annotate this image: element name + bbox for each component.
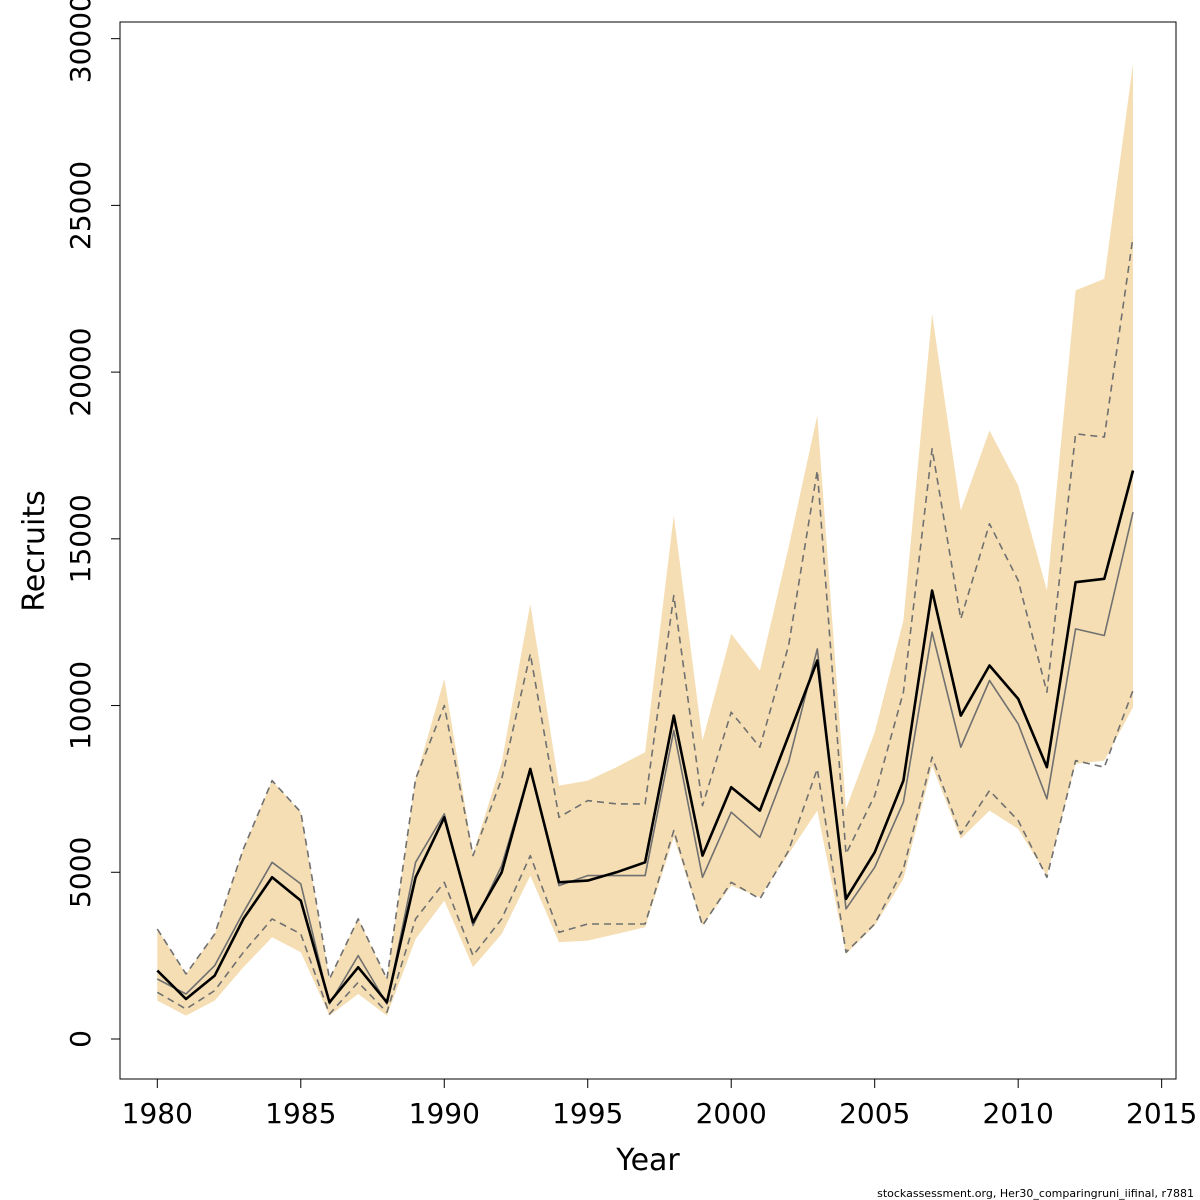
confidence-band-layer [157,63,1134,1016]
y-axis-title: Recruits [17,490,52,612]
x-tick-label: 1995 [552,1097,623,1130]
y-tick-label: 30000 [64,0,97,83]
x-tick-label: 2005 [839,1097,910,1130]
y-tick-label: 25000 [64,161,97,250]
y-tick-label: 20000 [64,328,97,417]
y-tick-label: 5000 [64,837,97,908]
series-line-1 [156,470,1135,1004]
footer-credit: stockassessment.org, Her30_comparingruni… [877,1187,1194,1200]
y-tick-label: 0 [64,1030,97,1048]
y-tick-label: 15000 [64,494,97,583]
x-axis: 1980 1985 1990 1995 2000 2005 2010 2015 [122,1078,1197,1130]
y-axis: 0 5000 10000 15000 20000 25000 30000 [64,0,121,1048]
x-tick-label: 2010 [983,1097,1054,1130]
series-line-3 [156,236,1134,980]
x-tick-label: 1990 [409,1097,480,1130]
series-layer [156,236,1135,1015]
x-tick-label: 1980 [122,1097,193,1130]
y-tick-label: 10000 [64,661,97,750]
x-axis-title: Year [615,1143,680,1178]
x-tick-label: 1985 [265,1097,336,1130]
series-line-4 [156,690,1134,1015]
confidence-band [157,63,1134,1016]
x-tick-label: 2015 [1126,1097,1197,1130]
x-tick-label: 2000 [696,1097,767,1130]
